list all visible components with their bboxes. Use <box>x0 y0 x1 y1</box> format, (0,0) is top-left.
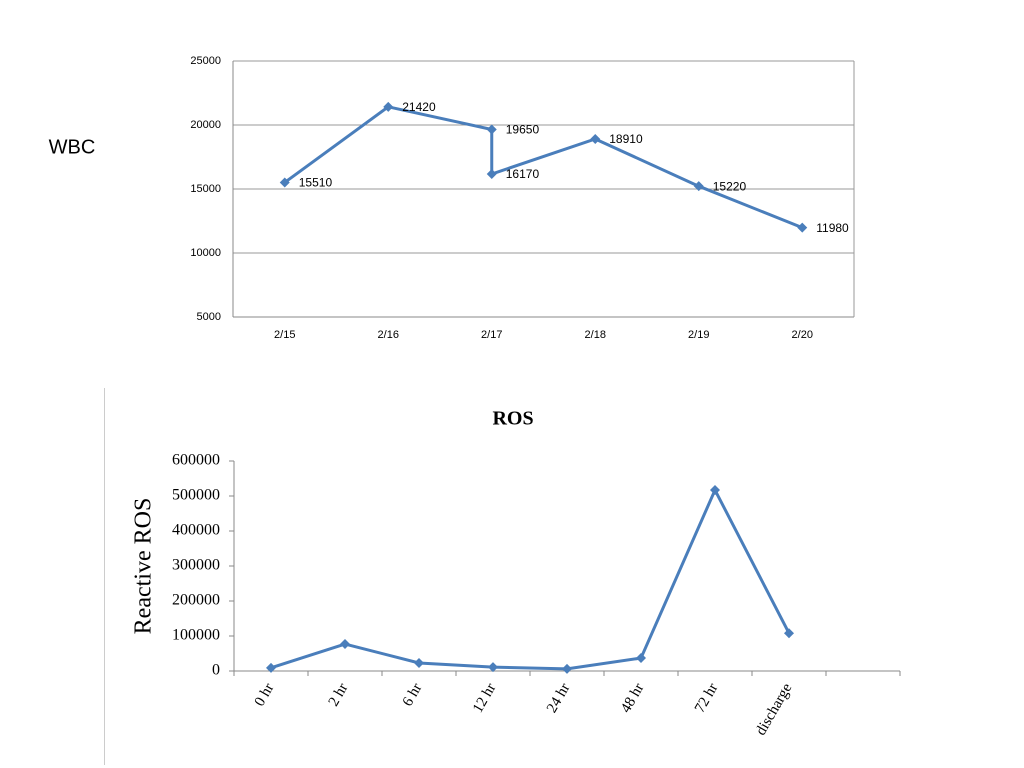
x-tick-label: 2/18 <box>585 329 606 341</box>
y-tick-label: 5000 <box>197 311 221 323</box>
x-tick-label: 72 hr <box>692 681 721 716</box>
marker <box>266 662 276 673</box>
x-tick-label: 12 hr <box>470 681 499 716</box>
marker <box>693 181 704 192</box>
x-tick-label: 2 hr <box>326 681 352 710</box>
marker <box>797 222 808 233</box>
data-label: 21420 <box>402 100 436 114</box>
y-tick-label: 500000 <box>172 487 220 504</box>
marker <box>488 662 498 673</box>
y-tick-label: 100000 <box>172 627 220 644</box>
marker <box>279 177 290 188</box>
marker <box>636 653 646 664</box>
y-axis-label: WBC <box>49 136 96 158</box>
y-tick-label: 20000 <box>190 119 221 131</box>
marker <box>414 657 424 668</box>
x-tick-label: 6 hr <box>400 681 426 710</box>
y-axis-label: Reactive ROS <box>131 498 157 635</box>
x-tick-label: 2/15 <box>274 329 295 341</box>
x-tick-label: 2/20 <box>792 329 813 341</box>
y-tick-label: 0 <box>212 662 220 679</box>
data-label: 11980 <box>816 221 849 235</box>
x-tick-label: 24 hr <box>544 681 573 716</box>
marker <box>562 663 572 674</box>
y-tick-label: 200000 <box>172 592 220 609</box>
data-label: 19650 <box>506 123 540 137</box>
marker <box>383 101 394 112</box>
marker <box>340 639 350 650</box>
x-tick-label: 2/17 <box>481 329 502 341</box>
data-label: 15510 <box>299 176 333 190</box>
x-tick-label: 48 hr <box>618 681 647 716</box>
y-tick-label: 25000 <box>190 55 221 67</box>
y-tick-label: 300000 <box>172 557 220 574</box>
chart-title: ROS <box>492 408 533 430</box>
marker <box>710 485 720 496</box>
data-label: 15220 <box>713 179 747 193</box>
x-tick-label: 0 hr <box>252 681 278 710</box>
x-tick-label: 2/19 <box>688 329 709 341</box>
marker <box>486 124 497 135</box>
x-tick-label: 2/16 <box>378 329 399 341</box>
data-label: 16170 <box>506 167 540 181</box>
data-label: 18910 <box>609 132 643 146</box>
y-tick-label: 600000 <box>172 452 220 469</box>
marker <box>784 628 794 639</box>
series-line <box>270 486 791 671</box>
x-tick-label: discharge <box>753 680 796 738</box>
y-tick-label: 15000 <box>190 183 221 195</box>
y-tick-label: 10000 <box>190 247 221 259</box>
marker <box>486 169 497 180</box>
y-tick-label: 400000 <box>172 522 220 539</box>
marker <box>590 133 601 144</box>
